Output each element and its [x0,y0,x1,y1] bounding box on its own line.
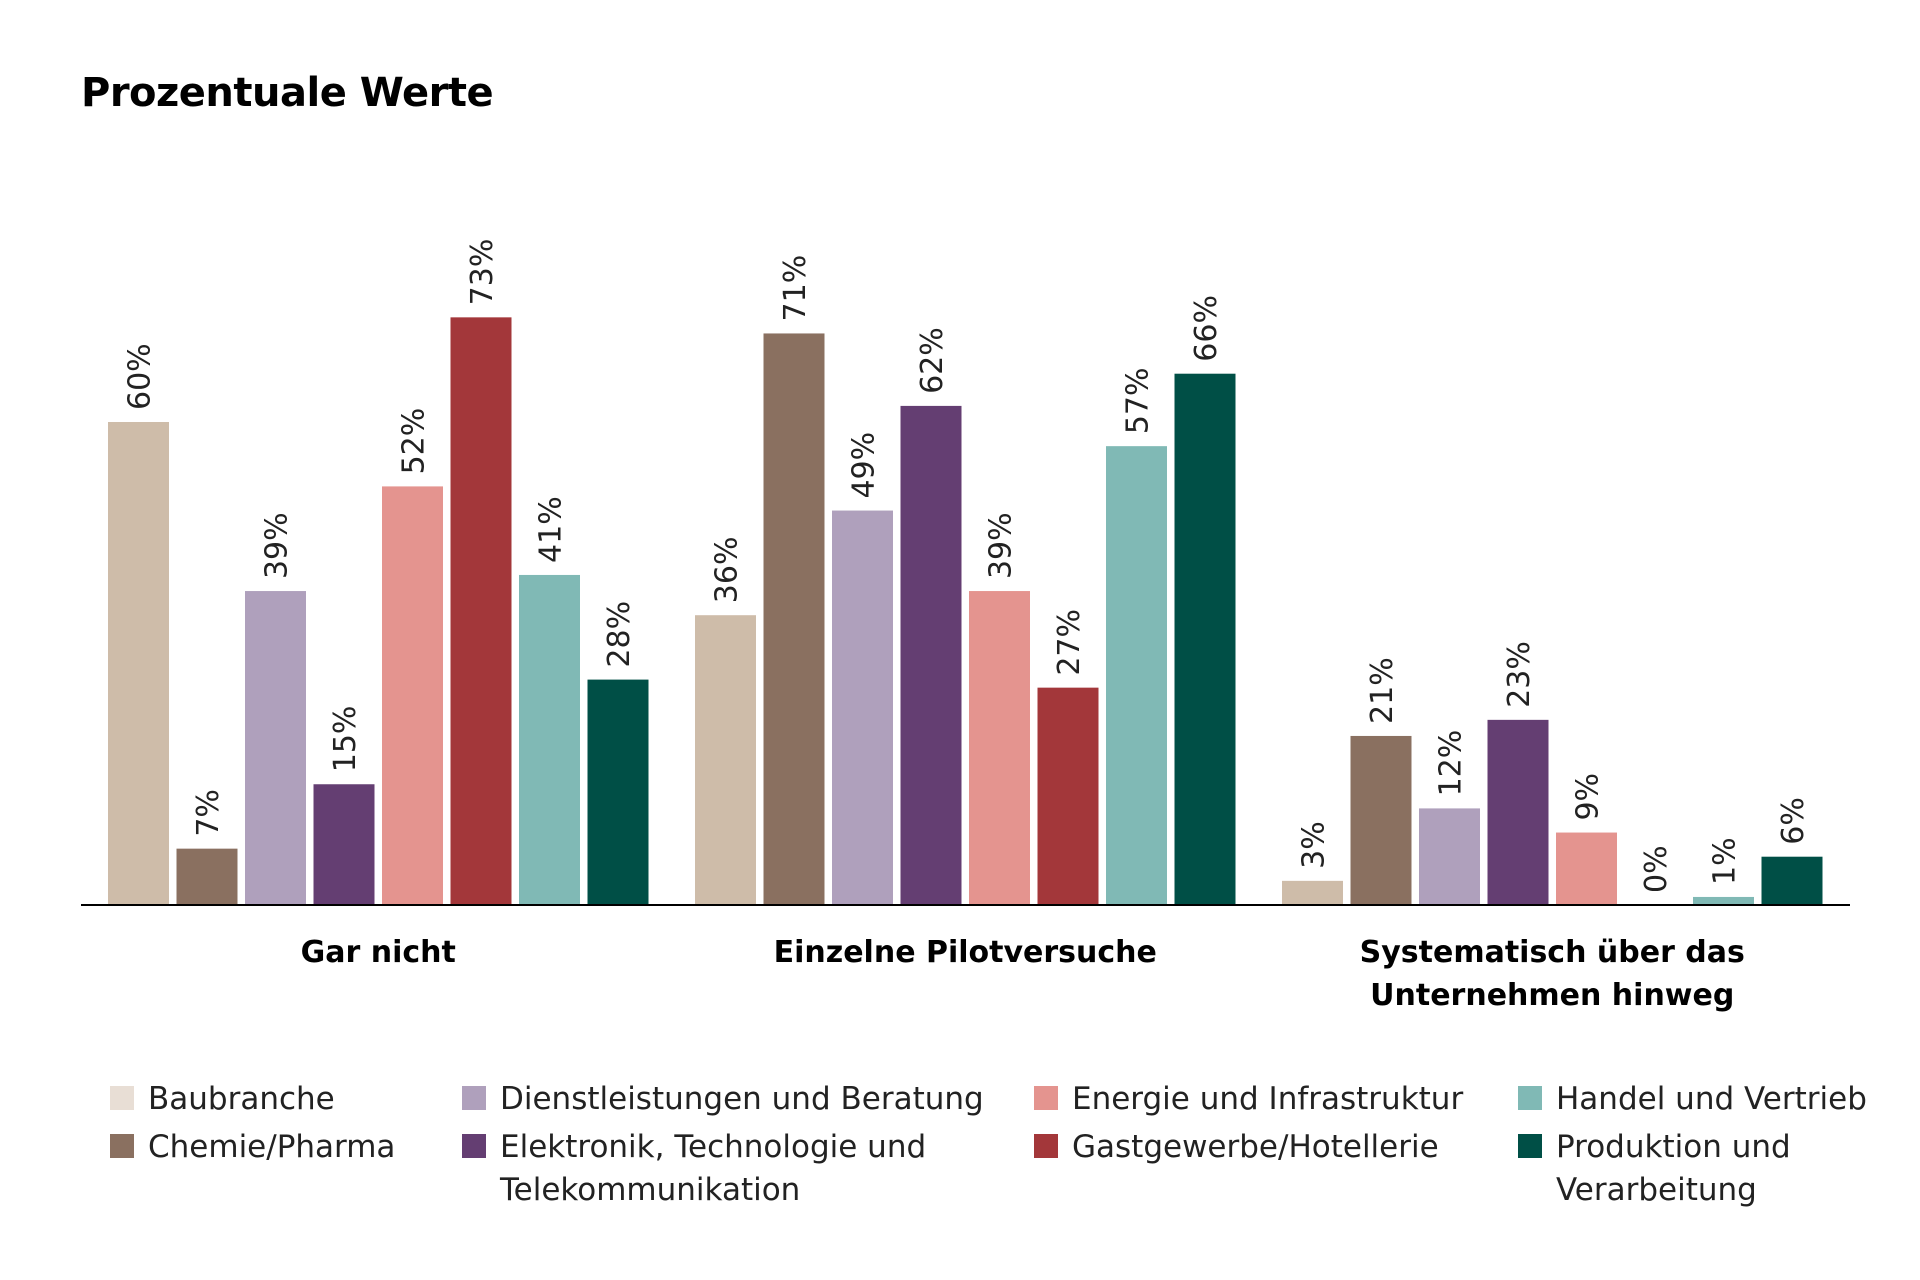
legend-swatch [462,1134,486,1158]
value-label-handel-und-vertrieb-2: 57% [1121,367,1156,434]
category-label-2: Einzelne Pilotversuche [774,935,1157,970]
value-label-chemie-pharma-2: 71% [778,255,813,322]
value-label-elektronik-technologie-und-telekommunikation-2: 62% [915,327,950,394]
value-label-dienstleistungen-und-beratung-3: 12% [1434,730,1469,797]
legend-item-gastgewerbe-hotellerie: Gastgewerbe/Hotellerie [1034,1126,1439,1169]
bar-handel-und-vertrieb-3 [1693,896,1754,905]
legend-item-elektronik-technologie-und-telekommunikation: Elektronik, Technologie und Telekommunik… [462,1126,926,1212]
legend-item-energie-und-infrastruktur: Energie und Infrastruktur [1034,1078,1463,1121]
bar-energie-und-infrastruktur-1 [382,486,443,905]
value-label-handel-und-vertrieb-1: 41% [534,496,569,563]
value-label-produktion-und-verarbeitung-1: 28% [602,601,637,668]
value-label-elektronik-technologie-und-telekommunikation-3: 23% [1502,641,1537,708]
legend: Baubranche Chemie/Pharma Dienstleistungen … [110,1078,1880,1228]
value-label-produktion-und-verarbeitung-2: 66% [1189,295,1224,362]
category-label-1: Gar nicht [301,935,456,970]
bar-handel-und-vertrieb-2 [1106,446,1167,905]
bar-produktion-und-verarbeitung-1 [587,679,649,905]
bar-energie-und-infrastruktur-3 [1556,832,1617,905]
bar-chemie-pharma-2 [763,333,825,905]
value-label-gastgewerbe-hotellerie-2: 27% [1052,609,1087,676]
legend-swatch [1518,1086,1542,1110]
bar-produktion-und-verarbeitung-3 [1761,856,1823,905]
bar-dienstleistungen-und-beratung-2 [832,510,893,905]
bar-handel-und-vertrieb-1 [519,574,580,905]
legend-label: Gastgewerbe/Hotellerie [1072,1129,1439,1165]
bar-dienstleistungen-und-beratung-3 [1419,808,1480,905]
legend-swatch [1034,1086,1058,1110]
value-label-chemie-pharma-3: 21% [1365,657,1400,724]
legend-label: Dienstleistungen und Beratung [500,1081,984,1117]
value-label-energie-und-infrastruktur-1: 52% [397,408,432,475]
bar-gastgewerbe-hotellerie-1 [450,317,512,906]
chart-title: Prozentuale Werte [81,70,494,116]
bar-produktion-und-verarbeitung-2 [1174,373,1236,905]
value-label-gastgewerbe-hotellerie-3: 0% [1639,845,1674,893]
legend-item-baubranche: Baubranche [110,1078,335,1121]
bar-elektronik-technologie-und-telekommunikation-2 [900,405,962,905]
bar-chemie-pharma-3 [1350,735,1412,905]
legend-swatch [110,1086,134,1110]
value-label-gastgewerbe-hotellerie-1: 73% [465,239,500,306]
bar-elektronik-technologie-und-telekommunikation-3 [1487,719,1549,905]
value-label-dienstleistungen-und-beratung-2: 49% [847,432,882,499]
bar-chemie-pharma-1 [176,848,238,905]
legend-swatch [462,1086,486,1110]
legend-swatch [1034,1134,1058,1158]
value-label-handel-und-vertrieb-3: 1% [1708,837,1743,885]
category-label-3: Systematisch über das Unternehmen hinweg [1360,935,1745,1013]
legend-label: Elektronik, Technologie und Telekommunik… [500,1129,927,1208]
value-label-baubranche-2: 36% [710,537,745,604]
legend-swatch [1518,1134,1542,1158]
bar-elektronik-technologie-und-telekommunikation-1 [313,784,375,905]
legend-label: Produktion und Verarbeitung [1556,1129,1791,1208]
legend-label: Handel und Vertrieb [1556,1081,1867,1117]
value-labels-layer: 60% 36% 3% 7% 71% 21% 39% 49% 12% 15% 62% 23% 52% 39%… [123,239,1812,893]
value-label-produktion-und-verarbeitung-3: 6% [1776,797,1811,845]
bar-dienstleistungen-und-beratung-1 [245,591,306,905]
bar-baubranche-2 [695,615,756,905]
legend-swatch [110,1134,134,1158]
bar-energie-und-infrastruktur-2 [969,591,1030,905]
legend-item-chemie-pharma: Chemie/Pharma [110,1126,395,1169]
value-label-dienstleistungen-und-beratung-1: 39% [260,512,295,579]
bar-baubranche-3 [1282,880,1343,905]
category-labels-layer: Gar nicht Einzelne Pilotversuche Systemati… [301,935,1745,1013]
value-label-baubranche-1: 60% [123,343,158,410]
legend-item-produktion-und-verarbeitung: Produktion und Verarbeitung [1518,1126,1791,1212]
value-label-energie-und-infrastruktur-2: 39% [984,512,1019,579]
bar-gastgewerbe-hotellerie-2 [1037,687,1099,905]
legend-label: Chemie/Pharma [148,1129,396,1165]
legend-label: Baubranche [148,1081,335,1117]
value-label-baubranche-3: 3% [1297,821,1332,869]
legend-label: Energie und Infrastruktur [1072,1081,1464,1117]
legend-item-dienstleistungen-und-beratung: Dienstleistungen und Beratung [462,1078,984,1121]
bar-baubranche-1 [108,422,169,905]
value-label-elektronik-technologie-und-telekommunikation-1: 15% [328,706,363,773]
legend-item-handel-und-vertrieb: Handel und Vertrieb [1518,1078,1867,1121]
value-label-energie-und-infrastruktur-3: 9% [1571,773,1606,821]
bars-layer [108,317,1823,906]
value-label-chemie-pharma-1: 7% [191,789,226,837]
